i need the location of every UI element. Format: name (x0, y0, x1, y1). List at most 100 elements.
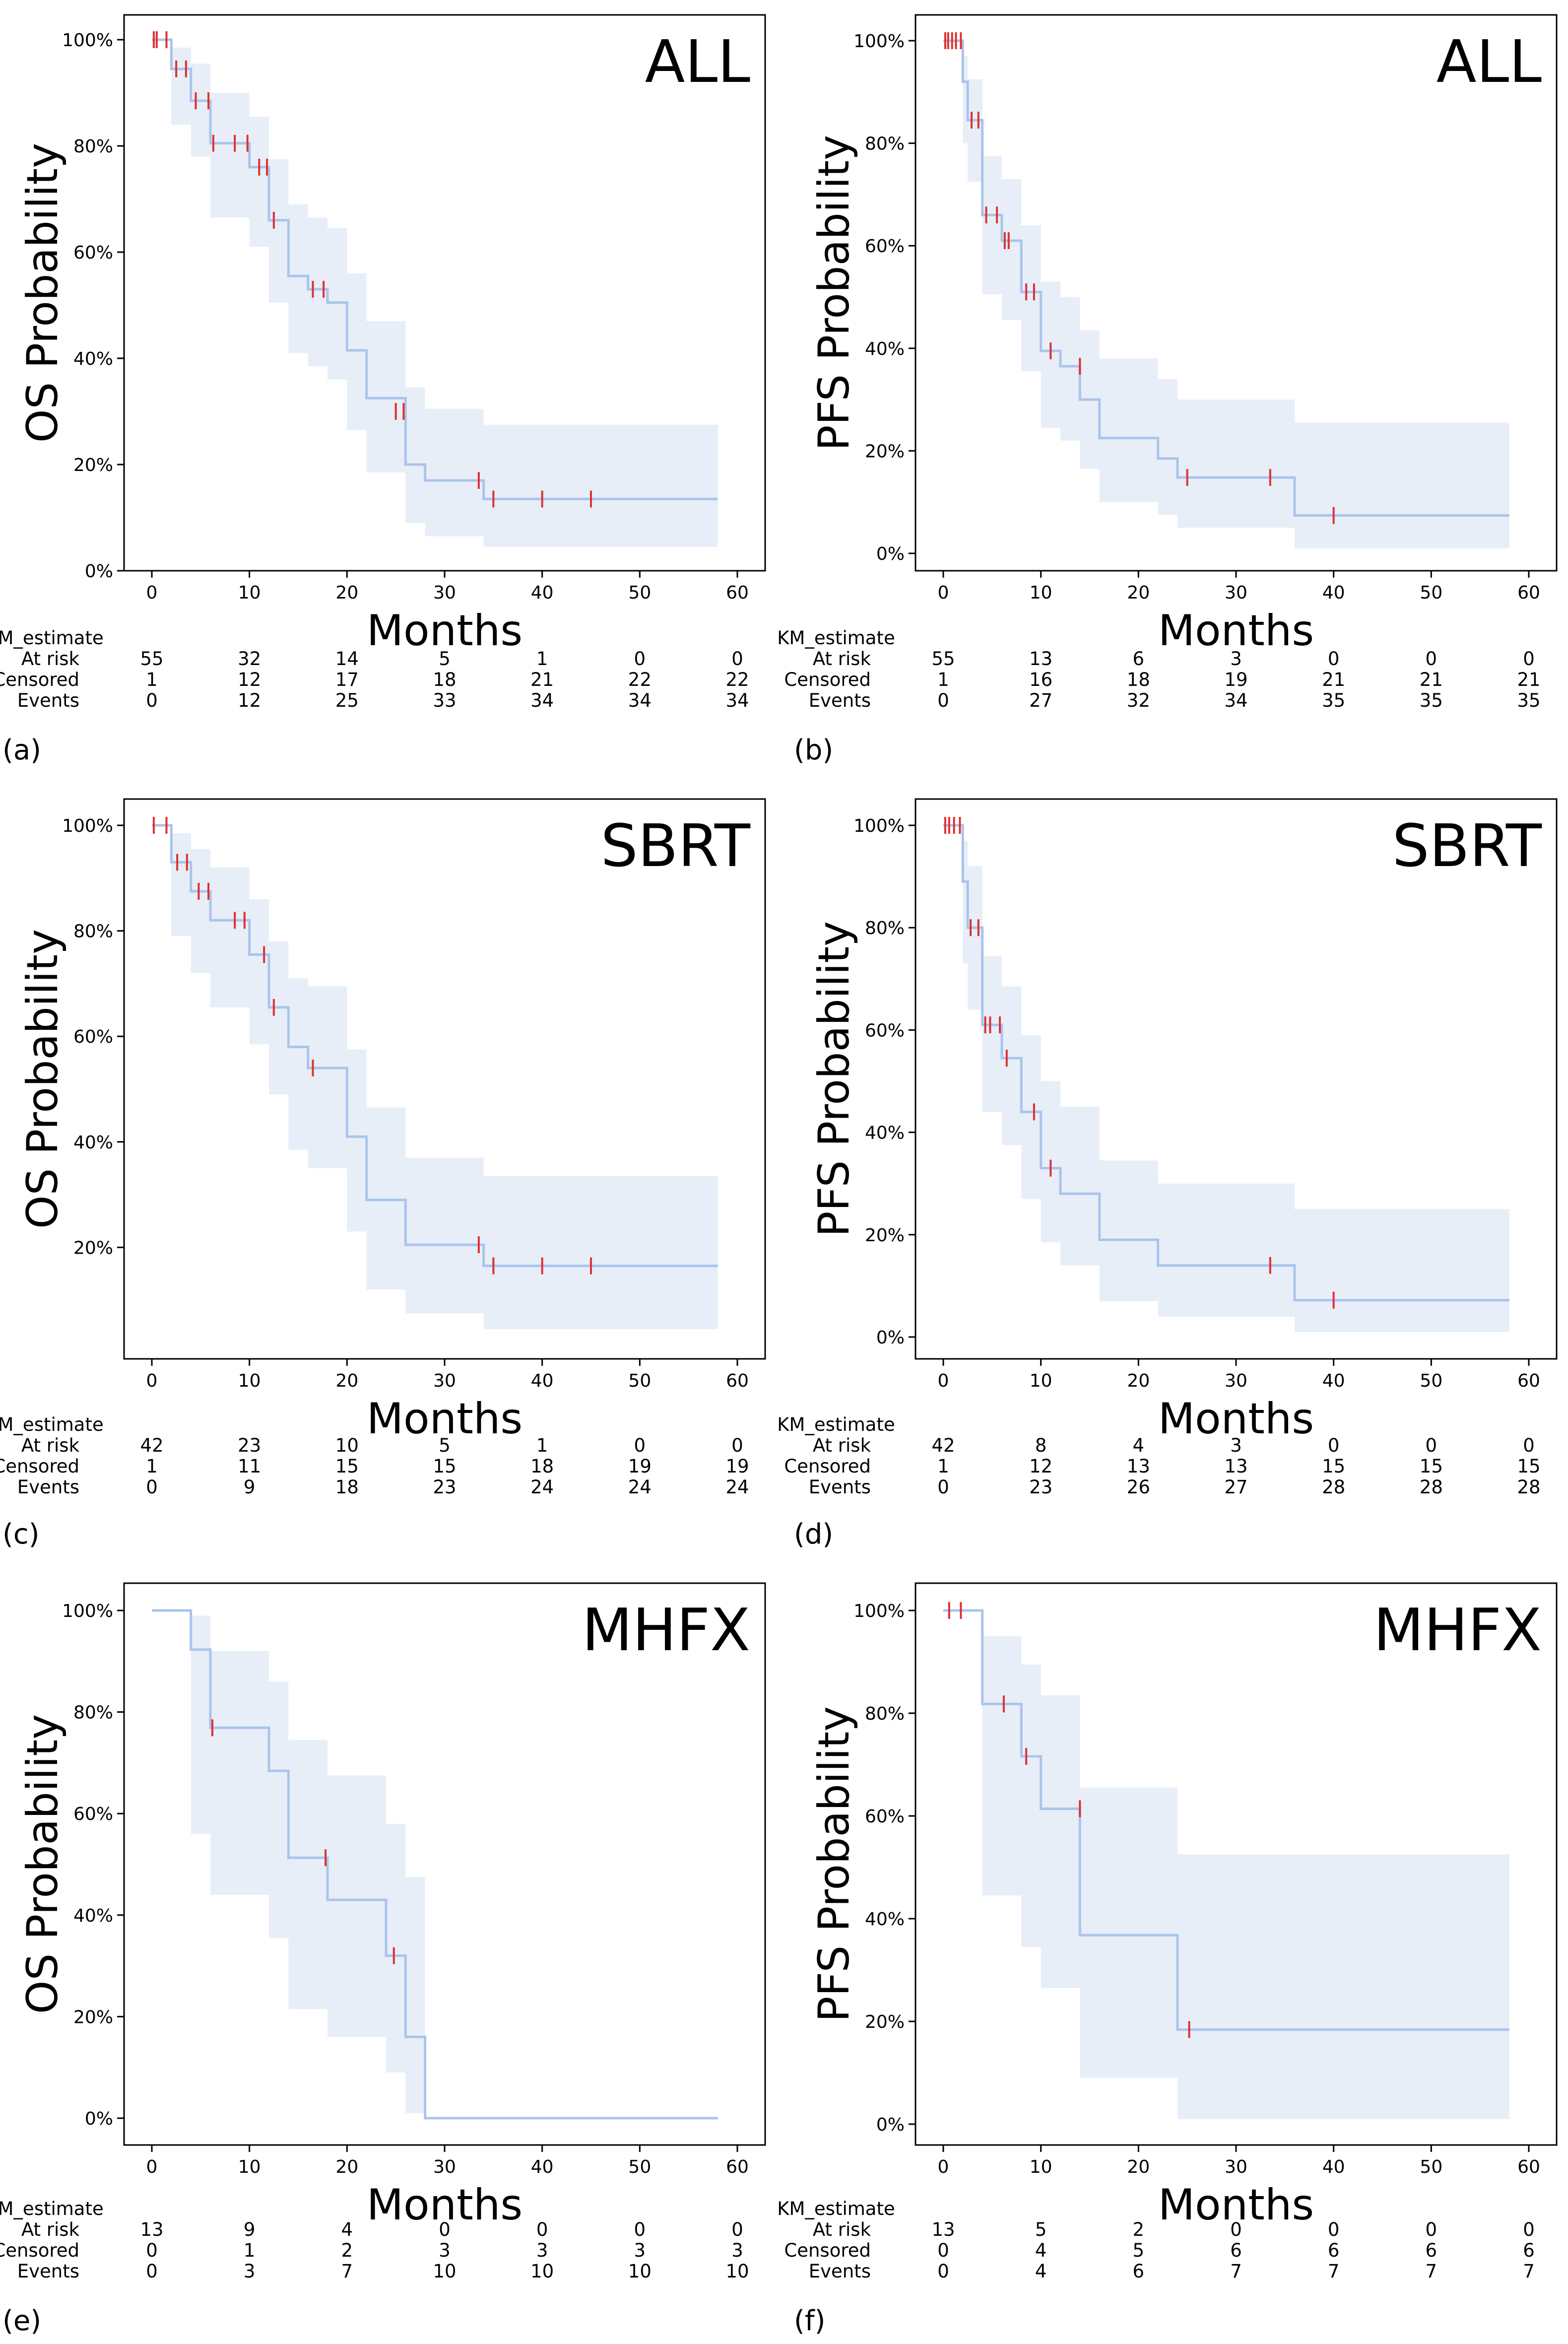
risk-value: 0 (146, 2261, 158, 2282)
risk-value: 33 (433, 690, 456, 711)
y-tick-label: 80% (865, 134, 905, 154)
panel-letter: (f) (794, 2305, 825, 2337)
risk-value: 15 (1420, 1456, 1443, 1477)
risk-value: 35 (1420, 690, 1443, 711)
risk-value: 35 (1322, 690, 1345, 711)
y-tick-label: 60% (865, 236, 905, 257)
risk-value: 26 (1127, 1476, 1150, 1498)
km-panel-1: 0 10 20 30 40 50 600%20%40%60%80%100%MonthsOS … (0, 14, 766, 766)
y-tick-label: 80% (865, 1704, 905, 1724)
y-tick-label: 100% (62, 816, 113, 836)
y-tick-label: 0% (876, 1328, 905, 1348)
panel-title: MHFX (1373, 1596, 1542, 1664)
survival-curve (152, 824, 718, 1268)
x-axis-title: Months (1158, 2180, 1314, 2230)
x-tick-label: 0 (146, 2157, 158, 2177)
panel-letter: (d) (794, 1518, 833, 1550)
panel-title: SBRT (1392, 811, 1542, 880)
x-tick-label: 60 (1517, 1371, 1540, 1391)
risk-value: 7 (1523, 2261, 1535, 2282)
y-axis-title: PFS Probability (809, 1706, 859, 2022)
risk-value: 1 (937, 1456, 949, 1477)
confidence-band (943, 41, 1509, 548)
x-tick-label: 30 (1225, 2157, 1247, 2177)
risk-value: 13 (140, 2219, 163, 2240)
risk-value: 18 (335, 1476, 359, 1498)
risk-value: 9 (244, 2219, 256, 2240)
risk-value: 3 (1230, 648, 1242, 670)
risk-row-label: Censored (0, 669, 79, 690)
risk-value: 12 (238, 690, 261, 711)
risk-row-label: Events (809, 1476, 871, 1498)
risk-value: 0 (937, 690, 949, 711)
risk-value: 0 (937, 2261, 949, 2282)
risk-value: 34 (1224, 690, 1247, 711)
x-tick-label: 50 (628, 1371, 651, 1391)
risk-value: 0 (937, 1476, 949, 1498)
risk-row-label: At risk (21, 2219, 80, 2240)
y-tick-label: 0% (876, 2115, 905, 2135)
risk-value: 0 (146, 1476, 158, 1498)
risk-value: 14 (335, 648, 359, 670)
panel-title: ALL (645, 27, 750, 96)
risk-value: 24 (628, 1476, 652, 1498)
risk-value: 0 (634, 1435, 646, 1456)
risk-value: 5 (1133, 2240, 1145, 2261)
x-tick-label: 60 (726, 583, 749, 603)
risk-value: 34 (530, 690, 554, 711)
x-tick-label: 60 (726, 1371, 749, 1391)
confidence-band (943, 825, 1509, 1332)
y-axis-title: PFS Probability (809, 135, 859, 451)
risk-value: 12 (1029, 1456, 1052, 1477)
risk-row-label: Events (809, 690, 871, 711)
y-tick-label: 60% (73, 1804, 113, 1824)
x-tick-label: 10 (1030, 2157, 1052, 2177)
risk-value: 4 (341, 2219, 353, 2240)
risk-value: 10 (433, 2261, 456, 2282)
risk-value: 6 (1230, 2240, 1242, 2261)
y-tick-label: 20% (865, 441, 905, 462)
y-tick-label: 80% (73, 1703, 113, 1723)
x-tick-label: 50 (628, 2157, 651, 2177)
risk-row-label: At risk (21, 648, 80, 670)
risk-value: 17 (335, 669, 359, 690)
risk-value: 5 (439, 648, 451, 670)
risk-value: 19 (1224, 669, 1247, 690)
x-tick-label: 40 (531, 583, 554, 603)
km-panel-6: 0 10 20 30 40 50 600%20%40%60%80%100%MonthsPFS… (777, 1582, 1558, 2337)
x-tick-label: 20 (1127, 583, 1150, 603)
y-tick-label: 80% (73, 136, 113, 157)
risk-value: 4 (1035, 2261, 1047, 2282)
risk-value: 6 (1133, 2261, 1145, 2282)
x-tick-label: 60 (1517, 2157, 1540, 2177)
risk-value: 4 (1133, 1435, 1145, 1456)
risk-value: 6 (1133, 648, 1145, 670)
y-tick-label: 60% (865, 1807, 905, 1827)
confidence-band (152, 1610, 718, 2118)
risk-value: 0 (536, 2219, 548, 2240)
panel-title: ALL (1437, 27, 1542, 96)
y-tick-label: 20% (73, 455, 113, 475)
risk-value: 0 (731, 2219, 743, 2240)
risk-value: 55 (140, 648, 163, 670)
risk-value: 18 (530, 1456, 554, 1477)
risk-value: 3 (634, 2240, 646, 2261)
y-tick-label: 20% (73, 1238, 113, 1258)
risk-value: 6 (1523, 2240, 1535, 2261)
x-tick-label: 10 (1030, 583, 1052, 603)
risk-value: 1 (146, 669, 158, 690)
confidence-band (152, 825, 718, 1330)
risk-row-label: Events (17, 2261, 79, 2282)
risk-value: 3 (244, 2261, 256, 2282)
risk-value: 0 (1230, 2219, 1242, 2240)
panel-letter: (a) (2, 734, 41, 766)
x-tick-label: 40 (531, 1371, 554, 1391)
risk-value: 0 (1523, 1435, 1535, 1456)
x-tick-label: 20 (1127, 2157, 1150, 2177)
risk-value: 24 (530, 1476, 554, 1498)
risk-value: 0 (1328, 2219, 1340, 2240)
risk-value: 7 (341, 2261, 353, 2282)
km-panel-4: 0 10 20 30 40 50 600%20%40%60%80%100%MonthsPFS… (777, 798, 1558, 1550)
